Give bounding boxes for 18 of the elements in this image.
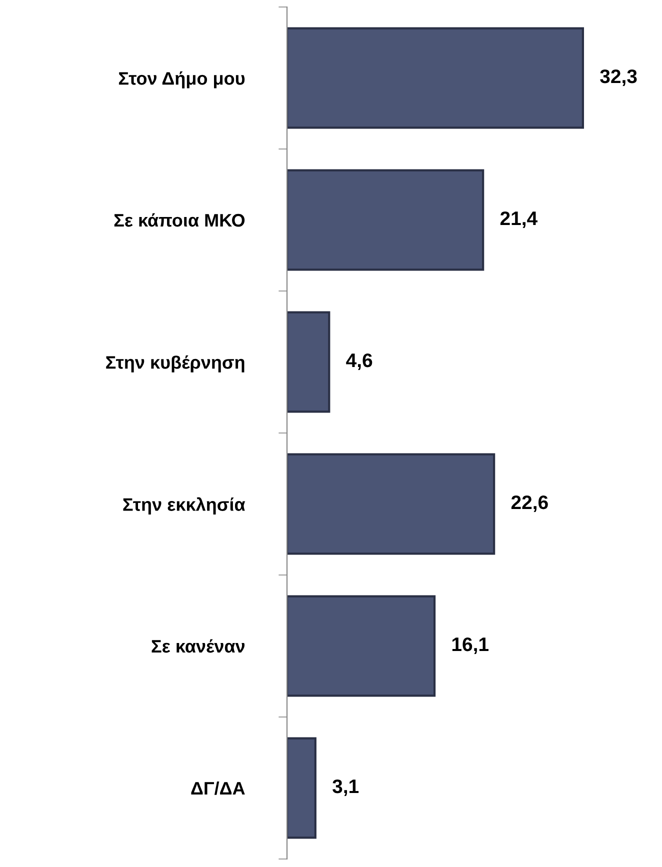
y-tick-label: Σε κανέναν [152, 639, 245, 653]
bar [287, 453, 496, 555]
data-label: 21,4 [500, 211, 538, 228]
y-tick-label: Στην εκκλησία [123, 497, 246, 515]
bar [287, 595, 436, 697]
bar [287, 169, 484, 271]
bar [287, 27, 584, 129]
data-label: 22,6 [511, 495, 548, 512]
y-tick-label: ΔΓ/ΔΑ [191, 781, 245, 795]
data-label: 32,3 [600, 69, 637, 86]
data-label: 16,1 [452, 637, 488, 654]
y-tick-label: Σε κάποια ΜΚΟ [114, 213, 245, 227]
data-label: 4,6 [346, 353, 372, 370]
y-tick-label: Στον Δήμο μου [118, 71, 245, 88]
data-label: 3,1 [332, 779, 359, 796]
bar [287, 737, 316, 839]
bar [287, 311, 330, 413]
y-tick-label: Στην κυβέρνηση [106, 355, 244, 372]
